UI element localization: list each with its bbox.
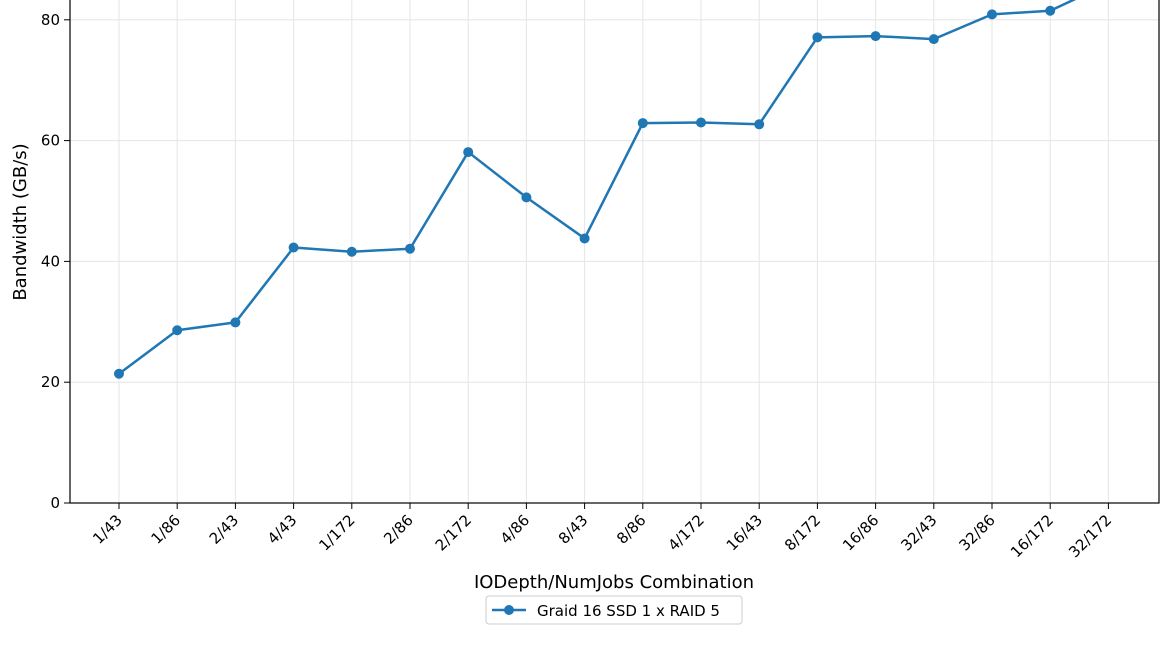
x-tick-label: 1/43: [89, 511, 126, 548]
x-tick-label: 4/172: [665, 511, 708, 554]
data-point: [114, 368, 124, 379]
x-axis-title: IODepth/NumJobs Combination: [474, 572, 754, 593]
legend: Graid 16 SSD 1 x RAID 5: [485, 595, 743, 625]
x-tick-label: 32/43: [897, 511, 940, 554]
series-layer: [114, 0, 1077, 379]
data-point: [637, 118, 648, 129]
x-axis-ticks: 1/43 1/86 2/43 4/43 1/172 2/86 2/172 4/86 8/43 8/…: [89, 503, 1115, 561]
data-point: [928, 34, 939, 45]
data-point: [870, 31, 881, 42]
y-tick-label: 80: [41, 11, 60, 29]
series-line: [118, 0, 1077, 375]
x-tick-label: 2/86: [380, 511, 417, 548]
y-tick-label: 40: [41, 252, 60, 270]
data-point: [521, 192, 532, 203]
y-axis-ticks: 0 20 40 60 80: [41, 11, 70, 512]
data-point: [987, 9, 997, 20]
x-tick-label: 16/86: [839, 511, 882, 554]
x-tick-label: 1/86: [147, 511, 184, 548]
data-point: [1045, 5, 1056, 16]
x-tick-label: 2/43: [206, 511, 243, 548]
grid-lines: [70, 0, 1159, 504]
data-point: [346, 246, 357, 257]
x-tick-label: 2/172: [432, 511, 475, 554]
data-point: [754, 119, 765, 130]
x-tick-label: 8/172: [781, 511, 824, 554]
data-point: [230, 317, 241, 328]
x-tick-label: 4/43: [264, 511, 301, 548]
x-tick-label: 16/43: [723, 511, 766, 554]
data-point: [288, 242, 299, 253]
y-tick-label: 0: [50, 494, 60, 512]
x-tick-label: 8/86: [613, 511, 650, 548]
data-point: [463, 147, 474, 158]
y-tick-label: 60: [41, 132, 60, 150]
data-point: [172, 325, 183, 336]
x-tick-label: 4/86: [497, 511, 534, 548]
data-point: [405, 243, 415, 254]
legend-point-marker: [504, 605, 514, 615]
x-tick-label: 16/172: [1007, 511, 1057, 561]
legend-box: [485, 595, 743, 625]
x-tick-label: 32/86: [956, 511, 999, 554]
data-point: [696, 117, 706, 128]
legend-label: Graid 16 SSD 1 x RAID 5: [537, 602, 720, 620]
x-tick-label: 32/172: [1065, 511, 1115, 561]
x-tick-label: 1/172: [315, 511, 358, 554]
y-axis-title: Bandwidth (GB/s): [10, 143, 31, 300]
y-tick-label: 20: [41, 373, 60, 391]
x-tick-label: 8/43: [555, 511, 592, 548]
data-point: [812, 32, 823, 43]
data-point: [579, 233, 590, 244]
plot-frame: [69, 0, 1160, 504]
